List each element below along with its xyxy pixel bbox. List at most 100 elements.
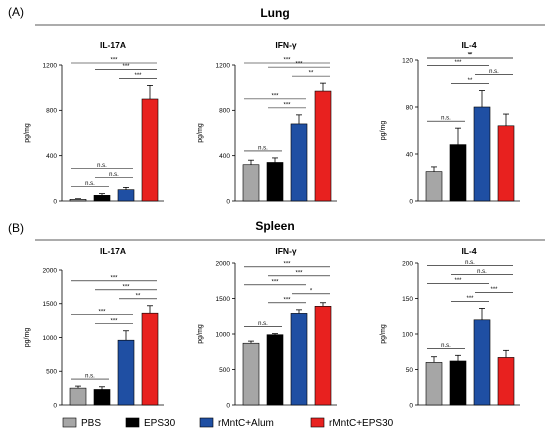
significance-label: n.s. [258, 145, 268, 151]
y-tick-label: 800 [46, 108, 57, 115]
panel-a-letter: (A) [8, 5, 24, 19]
legend-label-rmntc-alum: rMntC+Alum [218, 418, 274, 429]
y-axis-label: pg/mg [197, 324, 204, 344]
significance-label: n.s. [465, 260, 475, 266]
significance-label: *** [122, 64, 130, 70]
significance-label: *** [110, 58, 118, 64]
significance-label: *** [283, 297, 291, 303]
significance-label: n.s. [258, 321, 268, 327]
chart-title: IL-4 [461, 40, 476, 50]
y-tick-label: 100 [402, 331, 413, 338]
chart-1: IL-17Apg/mg04008001200n.s.n.s.n.s.******… [24, 40, 164, 205]
y-tick-label: 0 [226, 402, 230, 409]
y-tick-label: 120 [402, 57, 413, 64]
bar-2 [93, 389, 111, 406]
y-axis-label: pg/mg [380, 121, 387, 141]
y-tick-label: 150 [402, 296, 413, 303]
chart-4: IL-17Apg/mg0500100015002000n.s.*********… [24, 246, 164, 409]
significance-label: *** [490, 287, 498, 293]
y-axis-label: pg/mg [24, 328, 31, 348]
significance-label: *** [454, 278, 462, 284]
significance-label: n.s. [441, 343, 451, 349]
significance-label: n.s. [97, 163, 107, 169]
chart-title: IFN-γ [275, 40, 297, 50]
legend-swatch-pbs [62, 417, 77, 428]
y-tick-label: 1000 [43, 335, 58, 342]
legend-label-pbs: PBS [81, 418, 101, 429]
bar-4 [141, 312, 159, 406]
significance-label: n.s. [477, 269, 487, 275]
chart-title: IL-17A [100, 40, 126, 50]
legend-swatch-eps30 [125, 417, 140, 428]
bar-1 [69, 387, 87, 406]
legend-swatch-rmntc-eps30 [310, 417, 325, 428]
significance-label: *** [271, 279, 279, 285]
y-tick-label: 0 [409, 402, 413, 409]
bar-1 [242, 164, 260, 202]
bar-1 [69, 199, 87, 202]
significance-label: ** [468, 78, 473, 84]
significance-label: *** [283, 58, 291, 64]
bar-2 [266, 162, 284, 202]
y-axis-label: pg/mg [380, 324, 387, 344]
bar-3 [117, 189, 135, 202]
chart-5: IFN-γpg/mg0500100015002000n.s.**********… [197, 246, 337, 409]
significance-label: ** [468, 53, 473, 59]
significance-label: *** [466, 296, 474, 302]
legend-label-rmntc-eps30: rMntC+EPS30 [329, 418, 394, 429]
bar-3 [117, 339, 135, 406]
y-tick-label: 50 [406, 367, 414, 374]
bar-1 [425, 362, 443, 406]
bar-4 [497, 357, 515, 406]
y-tick-label: 40 [406, 151, 414, 158]
bar-4 [141, 98, 159, 202]
chart-title: IL-17A [100, 246, 126, 256]
bar-3 [290, 313, 308, 406]
y-tick-label: 0 [53, 198, 57, 205]
y-tick-label: 200 [402, 260, 413, 267]
chart-title: IFN-γ [275, 246, 297, 256]
significance-label: *** [283, 102, 291, 108]
chart-title: IL-4 [461, 246, 476, 256]
y-tick-label: 0 [53, 402, 57, 409]
chart-6: IL-4pg/mg050100150200n.s.*********n.s.n.… [380, 246, 520, 409]
significance-label: *** [295, 270, 303, 276]
significance-label: * [469, 53, 472, 59]
significance-label: *** [98, 309, 106, 315]
bar-4 [314, 306, 332, 406]
y-tick-label: 800 [219, 108, 230, 115]
legend: PBS EPS30 rMntC+Alum rMntC+EPS30 [62, 417, 394, 429]
significance-label: n.s. [441, 116, 451, 122]
bar-2 [93, 195, 111, 202]
significance-label: *** [295, 62, 303, 68]
significance-label: n.s. [85, 181, 95, 187]
bar-2 [449, 144, 467, 202]
significance-label: *** [110, 318, 118, 324]
y-tick-label: 1000 [216, 331, 231, 338]
significance-label: *** [134, 73, 142, 79]
y-tick-label: 1200 [216, 62, 231, 69]
significance-label: n.s. [85, 374, 95, 380]
y-tick-label: 0 [226, 198, 230, 205]
significance-label: *** [271, 93, 279, 99]
bar-1 [242, 342, 260, 406]
legend-label-eps30: EPS30 [144, 418, 176, 429]
significance-label: *** [454, 60, 462, 66]
bar-1 [425, 171, 443, 202]
y-axis-label: pg/mg [24, 123, 31, 143]
y-axis-label: pg/mg [197, 123, 204, 143]
significance-label: ** [136, 293, 141, 299]
y-tick-label: 1200 [43, 62, 58, 69]
bar-3 [473, 319, 491, 406]
significance-label: *** [283, 261, 291, 267]
y-tick-label: 400 [46, 153, 57, 160]
significance-label: *** [110, 275, 118, 281]
bar-4 [497, 125, 515, 202]
bar-3 [473, 106, 491, 202]
bar-4 [314, 90, 332, 202]
y-tick-label: 80 [406, 104, 414, 111]
bar-2 [449, 360, 467, 406]
y-tick-label: 400 [219, 153, 230, 160]
